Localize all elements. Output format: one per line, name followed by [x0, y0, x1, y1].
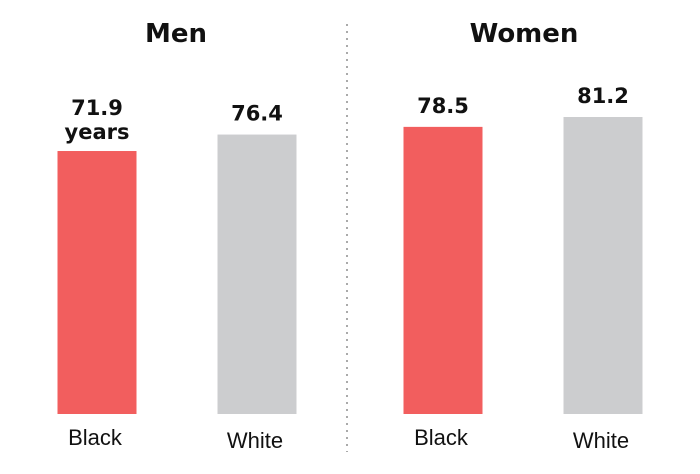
men-unit-label: years: [65, 120, 130, 144]
women-bar-black: [403, 126, 483, 415]
women-panel-title: Women: [470, 19, 579, 49]
women-category-label-white: White: [573, 428, 629, 453]
women-value-label-black: 78.5: [417, 94, 469, 118]
women-category-label-black: Black: [414, 425, 469, 450]
women-panel: Women 78.5 Black 81.2 White: [403, 19, 643, 453]
men-bar-black: [57, 151, 137, 415]
men-value-label-black: 71.9: [71, 96, 123, 120]
women-bar-white: [563, 117, 643, 414]
men-panel-title: Men: [145, 19, 207, 49]
men-category-label-white: White: [227, 428, 283, 453]
women-value-label-white: 81.2: [577, 84, 629, 108]
men-category-label-black: Black: [68, 425, 123, 450]
men-bar-white: [217, 134, 297, 415]
men-value-label-white: 76.4: [231, 102, 283, 126]
